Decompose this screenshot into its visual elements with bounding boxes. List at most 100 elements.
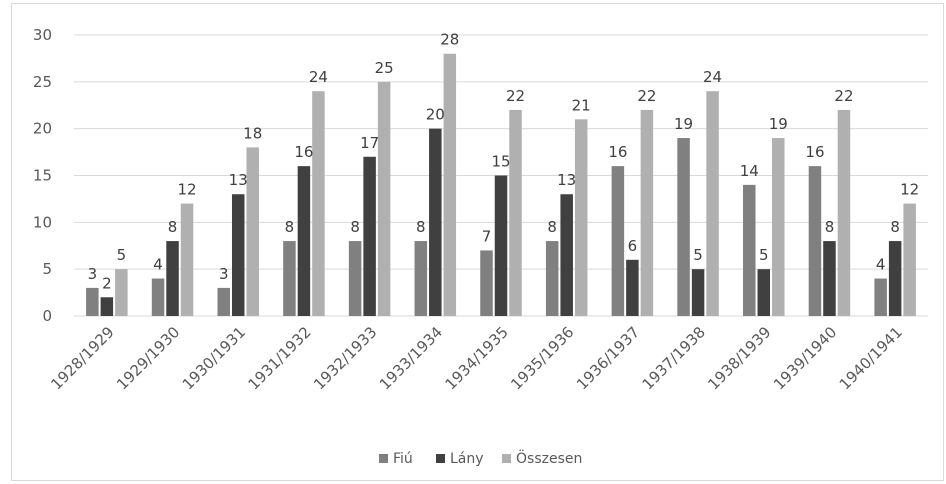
bar-fi- — [414, 241, 428, 316]
bar-l-ny — [691, 269, 705, 316]
y-tick-label: 25 — [33, 73, 52, 91]
x-tick-label: 1940/1941 — [836, 323, 906, 393]
data-label: 12 — [900, 181, 919, 199]
bar-fi- — [545, 241, 559, 316]
data-label: 7 — [482, 227, 492, 245]
data-label: 15 — [491, 153, 510, 171]
legend-swatch — [379, 454, 388, 463]
bar-l-ny — [166, 241, 179, 316]
bar-fi- — [480, 250, 493, 316]
data-label: 22 — [637, 87, 656, 105]
data-label: 13 — [229, 171, 248, 189]
data-label: 8 — [890, 218, 900, 236]
bar-l-ny — [363, 156, 376, 316]
legend-label: Összesen — [516, 449, 582, 467]
data-label: 13 — [557, 171, 576, 189]
bar-l-ny — [494, 175, 508, 316]
data-label: 8 — [825, 218, 835, 236]
data-label: 4 — [153, 256, 163, 274]
bar--sszesen — [509, 109, 522, 316]
legend-label: Lány — [450, 451, 484, 467]
x-tick-label: 1934/1935 — [442, 323, 512, 393]
bar--sszesen — [246, 147, 259, 316]
bar--sszesen — [180, 203, 194, 316]
x-tick-label: 1939/1940 — [770, 323, 840, 393]
legend-swatch — [502, 454, 511, 463]
bar-l-ny — [231, 194, 245, 316]
data-label: 8 — [416, 218, 426, 236]
data-label: 28 — [440, 31, 459, 49]
data-label: 18 — [243, 124, 262, 142]
bar-fi- — [283, 241, 296, 316]
data-label: 4 — [876, 256, 886, 274]
data-label: 3 — [88, 265, 98, 283]
bar--sszesen — [837, 109, 851, 316]
x-tick-label: 1929/1930 — [113, 323, 183, 393]
data-label: 12 — [177, 181, 196, 199]
bar-l-ny — [429, 128, 442, 316]
bar--sszesen — [574, 119, 588, 316]
bar-fi- — [217, 287, 230, 316]
bar-l-ny — [297, 166, 311, 316]
x-tick-label: 1936/1937 — [573, 323, 643, 393]
y-tick-label: 20 — [33, 120, 52, 138]
x-tick-label: 1937/1938 — [639, 323, 709, 393]
data-label: 20 — [426, 106, 445, 124]
data-label: 8 — [350, 218, 360, 236]
data-label: 5 — [759, 246, 769, 264]
x-tick-label: 1935/1936 — [507, 323, 577, 393]
x-tick-label: 1931/1932 — [244, 323, 314, 393]
bar--sszesen — [377, 81, 391, 316]
bar-l-ny — [823, 241, 836, 316]
data-label: 6 — [628, 237, 638, 255]
data-label: 5 — [693, 246, 703, 264]
legend: Fiú Lány Összesen — [379, 449, 582, 467]
data-label: 2 — [102, 274, 112, 292]
bar-fi- — [743, 184, 756, 316]
y-tick-label: 10 — [33, 213, 52, 231]
bar-fi- — [611, 166, 625, 316]
bar-fi- — [808, 166, 822, 316]
data-label: 21 — [572, 96, 591, 114]
bar-l-ny — [757, 269, 771, 316]
bars — [86, 53, 916, 316]
y-tick-label: 5 — [42, 260, 52, 278]
bar--sszesen — [115, 269, 128, 316]
y-axis-ticks: 0 5 10 15 20 25 30 — [33, 26, 52, 325]
x-tick-label: 1930/1931 — [179, 323, 249, 393]
data-label: 8 — [285, 218, 295, 236]
bar--sszesen — [443, 53, 457, 316]
legend-swatch — [436, 454, 445, 463]
data-label: 8 — [168, 218, 178, 236]
bar-fi- — [677, 138, 690, 316]
data-label: 3 — [219, 265, 229, 283]
gridlines — [74, 34, 928, 317]
y-tick-label: 0 — [42, 307, 52, 325]
x-tick-label: 1933/1934 — [376, 323, 446, 393]
x-tick-label: 1938/1939 — [704, 323, 774, 393]
bar--sszesen — [903, 203, 916, 316]
bar-l-ny — [626, 259, 639, 316]
data-label: 8 — [547, 218, 557, 236]
data-label: 19 — [674, 115, 693, 133]
bar-l-ny — [560, 194, 573, 316]
data-label: 5 — [117, 246, 127, 264]
data-label: 19 — [769, 115, 788, 133]
data-label: 17 — [360, 134, 379, 152]
data-label: 24 — [703, 68, 722, 86]
bar--sszesen — [640, 109, 654, 316]
y-tick-label: 15 — [33, 167, 52, 185]
legend-label: Fiú — [393, 451, 413, 467]
bar--sszesen — [312, 91, 325, 316]
bar-fi- — [874, 278, 887, 316]
data-label: 14 — [740, 162, 759, 180]
bar-fi- — [151, 278, 165, 316]
bar-l-ny — [100, 297, 114, 316]
data-labels: 3254812313188162481725820287152281321166… — [88, 31, 920, 293]
data-label: 22 — [834, 87, 853, 105]
bar-fi- — [86, 287, 99, 316]
x-axis-ticks: 1928/19291929/19301930/19311931/19321932… — [47, 323, 906, 393]
data-label: 24 — [309, 68, 328, 86]
x-tick-label: 1932/1933 — [310, 323, 380, 393]
